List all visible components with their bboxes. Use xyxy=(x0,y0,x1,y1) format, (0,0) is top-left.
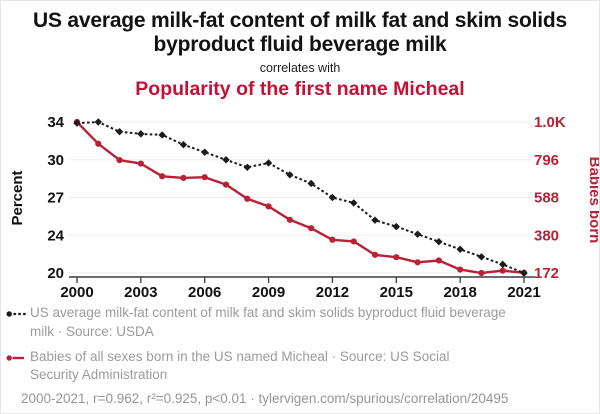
milk-fat-data-point xyxy=(94,118,102,126)
left-axis-tick-label: 20 xyxy=(47,265,64,282)
milk-fat-data-point xyxy=(520,269,528,277)
milk-fat-data-point xyxy=(201,148,209,157)
x-axis-tick-label: 2003 xyxy=(124,284,157,299)
legend-item-label: US average milk-fat content of milk fat … xyxy=(30,305,506,339)
left-axis-title: Percent xyxy=(9,171,26,226)
micheal-data-point xyxy=(329,236,336,244)
micheal-data-point xyxy=(95,140,102,148)
right-axis-tick-label: 380 xyxy=(534,228,559,245)
milk-fat-data-point xyxy=(392,223,400,231)
micheal-series-legend-marker-icon xyxy=(6,348,30,363)
micheal-data-point xyxy=(350,238,357,245)
milk-fat-data-point xyxy=(413,230,422,239)
milk-fat-data-point xyxy=(499,260,507,269)
x-axis-tick-label: 2018 xyxy=(443,284,476,299)
milk-fat-data-point xyxy=(243,163,251,172)
right-axis-tick-label: 796 xyxy=(534,152,559,169)
x-axis-tick-label: 2021 xyxy=(507,284,540,299)
micheal-data-point xyxy=(435,257,442,264)
milk-fat-data-point xyxy=(456,245,464,254)
milk-fat-data-point xyxy=(115,128,124,136)
milk-fat-data-point xyxy=(286,171,294,179)
chart-svg: 34 1.0K 30 796 27 588 24 380 20 172 2000 2003 2006 20… xyxy=(9,114,600,299)
x-axis-tick-label: 2015 xyxy=(380,284,413,299)
right-axis-tick-label: 172 xyxy=(534,265,559,282)
milk-series-legend-marker-icon xyxy=(6,304,30,319)
right-axis-tick-label: 588 xyxy=(534,190,559,207)
micheal-data-point xyxy=(414,259,421,266)
legend-item-micheal: Babies of all sexes born in the US named… xyxy=(6,348,579,385)
milk-fat-data-point xyxy=(371,216,379,225)
legend-item-label: Babies of all sexes born in the US named… xyxy=(30,348,450,383)
micheal-data-point xyxy=(371,252,379,259)
micheal-data-point xyxy=(137,160,144,167)
left-axis-tick-label: 30 xyxy=(47,152,64,169)
right-axis-title: Babies born xyxy=(586,157,600,244)
micheal-data-point xyxy=(393,254,400,261)
chart-subtitle: Popularity of the first name Micheal xyxy=(135,78,465,101)
left-axis-tick-label: 34 xyxy=(47,114,64,131)
micheal-data-point xyxy=(308,225,315,232)
milk-fat-data-point xyxy=(350,199,358,207)
milk-fat-data-point xyxy=(158,131,166,139)
milk-fat-series-line xyxy=(76,121,525,275)
x-axis-tick-label: 2009 xyxy=(252,284,285,299)
right-axis-tick-label: 1.0K xyxy=(534,114,566,131)
left-axis-tick-label: 27 xyxy=(47,190,64,207)
micheal-data-point xyxy=(286,217,293,224)
micheal-data-point xyxy=(499,267,506,275)
x-axis-tick-label: 2000 xyxy=(60,284,93,299)
correlates-with-text: correlates with xyxy=(259,61,341,76)
milk-fat-data-point xyxy=(328,194,337,202)
micheal-data-point xyxy=(180,175,187,182)
milk-fat-data-point xyxy=(477,253,486,261)
milk-fat-data-point xyxy=(264,159,273,167)
milk-fat-data-point xyxy=(307,180,315,188)
chart-area: 34 1.0K 30 796 27 588 24 380 20 172 2000 2003 2006 20… xyxy=(1,101,600,299)
chart-title: US average milk-fat content of milk fat … xyxy=(33,9,567,57)
header: US average milk-fat content of milk fat … xyxy=(1,1,599,101)
micheal-data-point xyxy=(222,181,230,188)
footer-note: 2000-2021, r=0.962, r²=0.925, p<0.01 · t… xyxy=(21,390,509,406)
micheal-data-point xyxy=(457,266,464,273)
milk-fat-data-point xyxy=(222,156,230,164)
left-axis-tick-label: 24 xyxy=(47,228,64,245)
legend-item-milk: US average milk-fat content of milk fat … xyxy=(6,304,579,341)
micheal-series-line xyxy=(76,121,525,275)
x-axis-tick-label: 2006 xyxy=(188,284,221,299)
micheal-data-point xyxy=(265,203,272,210)
x-axis-tick-label: 2012 xyxy=(316,284,349,299)
milk-fat-data-point xyxy=(137,130,145,138)
milk-fat-data-point xyxy=(435,238,443,246)
micheal-data-point xyxy=(201,174,208,181)
milk-fat-data-point xyxy=(179,141,188,149)
micheal-data-point xyxy=(159,173,166,180)
legend: US average milk-fat content of milk fat … xyxy=(1,304,599,385)
micheal-data-point xyxy=(116,157,123,164)
micheal-data-point xyxy=(244,195,251,203)
micheal-data-point xyxy=(478,270,485,277)
